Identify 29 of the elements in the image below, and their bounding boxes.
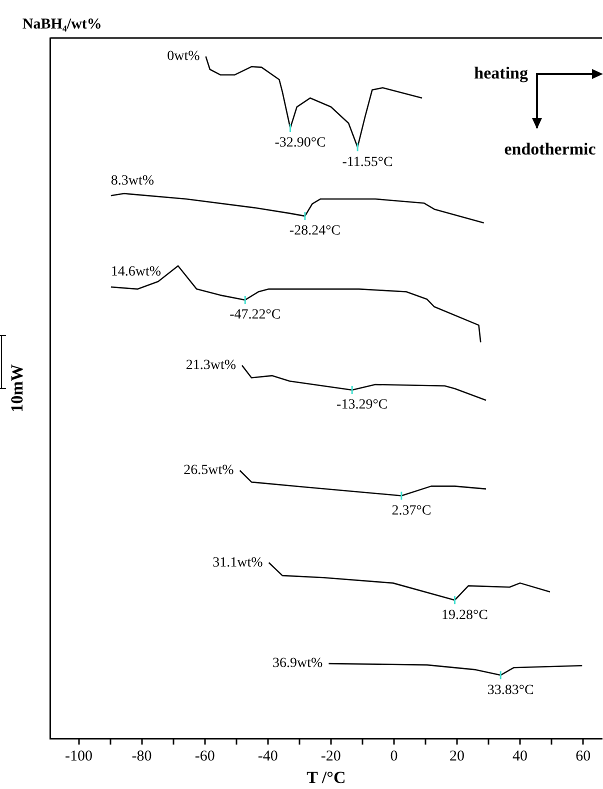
x-tick-label: -80	[132, 748, 152, 765]
series-label: 8.3wt%	[110, 173, 154, 188]
x-tick-label: 20	[450, 748, 465, 765]
x-tick-label: -20	[320, 748, 341, 765]
annotation: -32.90°C	[274, 136, 326, 151]
x-tick-label: -60	[194, 748, 215, 765]
annotation: 19.28°C	[442, 608, 488, 623]
annotation: -13.29°C	[336, 398, 388, 413]
series-label: 0wt%	[167, 49, 200, 64]
series-label: 36.9wt%	[272, 656, 324, 672]
x-tick-label: -40	[258, 748, 278, 765]
annotation: -47.22°C	[230, 308, 281, 323]
x-tick-label: -100	[65, 748, 93, 765]
x-tick-label: 0	[390, 748, 398, 765]
annotation: heating	[474, 63, 528, 82]
series-label: 26.5wt%	[184, 463, 234, 478]
annotation: endothermic	[504, 139, 596, 158]
y-axis-title: 10mW	[8, 364, 27, 412]
chart-title: NaBH₄/wt%	[22, 16, 102, 32]
series-label: 21.3wt%	[186, 358, 236, 374]
annotation: -28.24°C	[289, 224, 341, 239]
annotation: -11.55°C	[342, 154, 393, 170]
x-axis-title: T /°C	[306, 768, 346, 788]
annotation: 33.83°C	[487, 682, 534, 698]
annotation: 2.37°C	[392, 503, 432, 518]
x-tick-label: 40	[512, 748, 528, 765]
x-tick-label: 60	[576, 748, 591, 765]
series-label: 31.1wt%	[212, 555, 264, 570]
series-label: 14.6wt%	[110, 264, 162, 280]
